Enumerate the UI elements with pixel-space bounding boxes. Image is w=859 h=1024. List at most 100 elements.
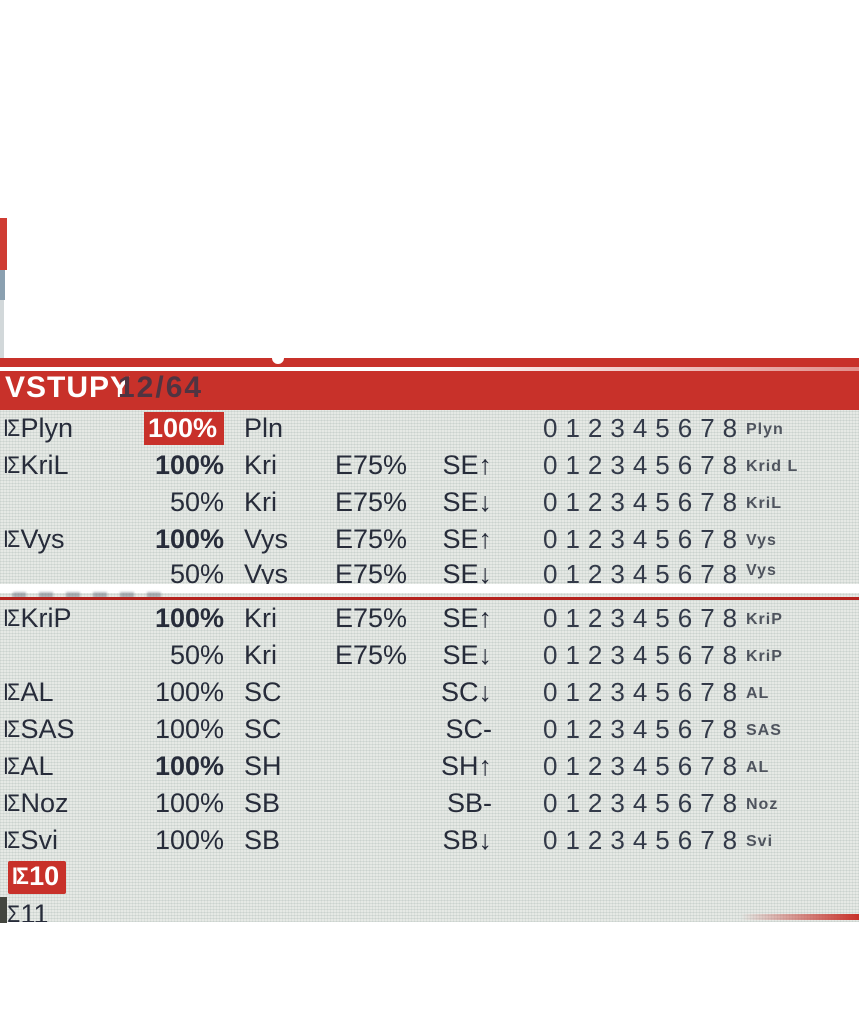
switch-assignment: SB-	[446, 788, 492, 818]
input-name: ΙΣ KriP	[3, 603, 72, 633]
source-control: SB	[244, 788, 281, 818]
input-sum-icon: ΙΣ	[3, 414, 20, 442]
source-control: Kri	[244, 603, 277, 633]
table-row-selected[interactable]: ΙΣ 10	[0, 859, 859, 896]
rate-value[interactable]: 100%	[154, 524, 224, 554]
input-sum-icon: ΙΣ	[12, 862, 29, 890]
photo-edge-red-bottom-right	[741, 914, 859, 920]
input-sum-icon: ΙΣ	[3, 752, 20, 780]
table-row[interactable]: ΙΣ Vys 100% Vys E75% SE↑ 012345678 Vys	[0, 521, 859, 558]
table-row[interactable]: 50% Vys E75% SE↓ 012345678 Vys	[0, 558, 859, 584]
function-tag: Vys	[746, 532, 777, 549]
selected-value-highlight[interactable]: 100%	[143, 412, 224, 445]
table-row[interactable]: ΙΣ Noz 100% SB SB- 012345678 Noz	[0, 785, 859, 822]
photo-edge-gray-strip	[0, 300, 4, 358]
input-name: ΙΣ 10	[0, 861, 859, 894]
table-row[interactable]: ΙΣ SAS 100% SC SC- 012345678 SAS	[0, 711, 859, 748]
input-sum-icon: ΙΣ	[3, 826, 20, 854]
function-tag: KriP	[746, 611, 783, 628]
rate-value[interactable]: 100%	[154, 788, 224, 818]
table-row[interactable]: ΙΣ AL 100% SH SH↑ 012345678 AL	[0, 748, 859, 785]
rate-value[interactable]: 100%	[154, 603, 224, 633]
input-sum-icon: ΙΣ	[3, 789, 20, 817]
input-name: ΙΣ Vys	[3, 524, 65, 554]
rate-value[interactable]: 100%	[154, 825, 224, 855]
expo-value: E75%	[335, 450, 408, 480]
source-control: Pln	[244, 413, 284, 443]
function-tag: Krid L	[746, 458, 799, 475]
input-name: ΙΣ Svi	[3, 825, 59, 855]
function-tag: KriP	[746, 648, 783, 665]
switch-assignment: SB↓	[442, 825, 492, 855]
photo-edge-red-strip	[0, 218, 7, 270]
channel-digits: 012345678	[543, 524, 746, 554]
scroll-ring-icon	[272, 352, 284, 364]
source-control: SC	[244, 677, 282, 707]
table-row[interactable]: ΙΣ Svi 100% SB SB↓ 012345678 Svi	[0, 822, 859, 859]
transmitter-screen: VSTUPY 12/64 ΙΣ Plyn 100% Pln 012345678 P…	[0, 358, 859, 922]
channel-digits: 012345678	[543, 487, 746, 517]
source-control: SC	[244, 714, 282, 744]
input-sum-icon: ΙΣ	[3, 678, 20, 706]
rate-value[interactable]: 100%	[154, 450, 224, 480]
table-row[interactable]: ΙΣ Plyn 100% Pln 012345678 Plyn	[0, 410, 859, 447]
channel-digits: 012345678	[543, 640, 746, 670]
channel-digits: 012345678	[543, 603, 746, 633]
switch-assignment: SE↑	[442, 524, 492, 554]
input-name: ΙΣ 11	[0, 899, 859, 922]
source-control: Kri	[244, 640, 277, 670]
expo-value: E75%	[335, 640, 408, 670]
input-sum-icon: ΙΣ	[3, 900, 20, 923]
expo-value: E75%	[335, 487, 408, 517]
source-control: Vys	[244, 524, 289, 554]
page-title: VSTUPY	[5, 371, 132, 404]
table-row[interactable]: 50% Kri E75% SE↓ 012345678 KriL	[0, 484, 859, 521]
selected-row-highlight[interactable]: ΙΣ 10	[8, 861, 67, 894]
table-row[interactable]: ΙΣ KriP 100% Kri E75% SE↑ 012345678 KriP	[0, 600, 859, 637]
rate-value: 100%	[138, 412, 228, 445]
rate-value[interactable]: 100%	[154, 751, 224, 781]
rate-value[interactable]: 50%	[169, 640, 224, 670]
input-name: ΙΣ SAS	[3, 714, 75, 744]
switch-assignment: SH↑	[440, 751, 492, 781]
input-name: ΙΣ Noz	[3, 788, 69, 818]
source-control: SH	[244, 751, 282, 781]
switch-assignment: SC↓	[440, 677, 492, 707]
page-header: VSTUPY 12/64	[0, 358, 859, 410]
function-tag: Noz	[746, 796, 779, 813]
rate-value[interactable]: 50%	[169, 559, 224, 584]
source-control: Vys	[244, 559, 289, 584]
function-tag: SAS	[746, 722, 782, 739]
function-tag: AL	[746, 759, 770, 776]
channel-digits: 012345678	[543, 714, 746, 744]
expo-value: E75%	[335, 524, 408, 554]
rate-value[interactable]: 100%	[154, 714, 224, 744]
function-tag: Plyn	[746, 421, 784, 438]
stitch-white-band	[0, 584, 859, 593]
source-control: SB	[244, 825, 281, 855]
table-row[interactable]: ΙΣ 11	[0, 896, 859, 922]
rate-value[interactable]: 50%	[169, 487, 224, 517]
function-tag: AL	[746, 685, 770, 702]
photo-edge-dark-strip	[0, 897, 7, 923]
source-control: Kri	[244, 487, 277, 517]
switch-assignment: SE↓	[442, 640, 492, 670]
switch-assignment: SC-	[445, 714, 493, 744]
function-tag: Svi	[746, 833, 774, 850]
expo-value: E75%	[335, 603, 408, 633]
switch-assignment: SE↑	[442, 603, 492, 633]
function-tag: Vys	[746, 562, 777, 579]
table-row[interactable]: 50% Kri E75% SE↓ 012345678 KriP	[0, 637, 859, 674]
channel-digits: 012345678	[543, 825, 746, 855]
table-row[interactable]: ΙΣ AL 100% SC SC↓ 012345678 AL	[0, 674, 859, 711]
input-name: ΙΣ Plyn	[3, 413, 74, 443]
switch-assignment: SE↑	[442, 450, 492, 480]
switch-assignment: SE↓	[442, 559, 492, 584]
input-name: ΙΣ AL	[3, 677, 54, 707]
stitch-red-line	[0, 597, 859, 600]
table-row[interactable]: ΙΣ KriL 100% Kri E75% SE↑ 012345678 Krid …	[0, 447, 859, 484]
channel-digits: 012345678	[543, 559, 746, 584]
channel-digits: 012345678	[543, 788, 746, 818]
rate-value[interactable]: 100%	[154, 677, 224, 707]
header-divider-line	[0, 367, 859, 371]
